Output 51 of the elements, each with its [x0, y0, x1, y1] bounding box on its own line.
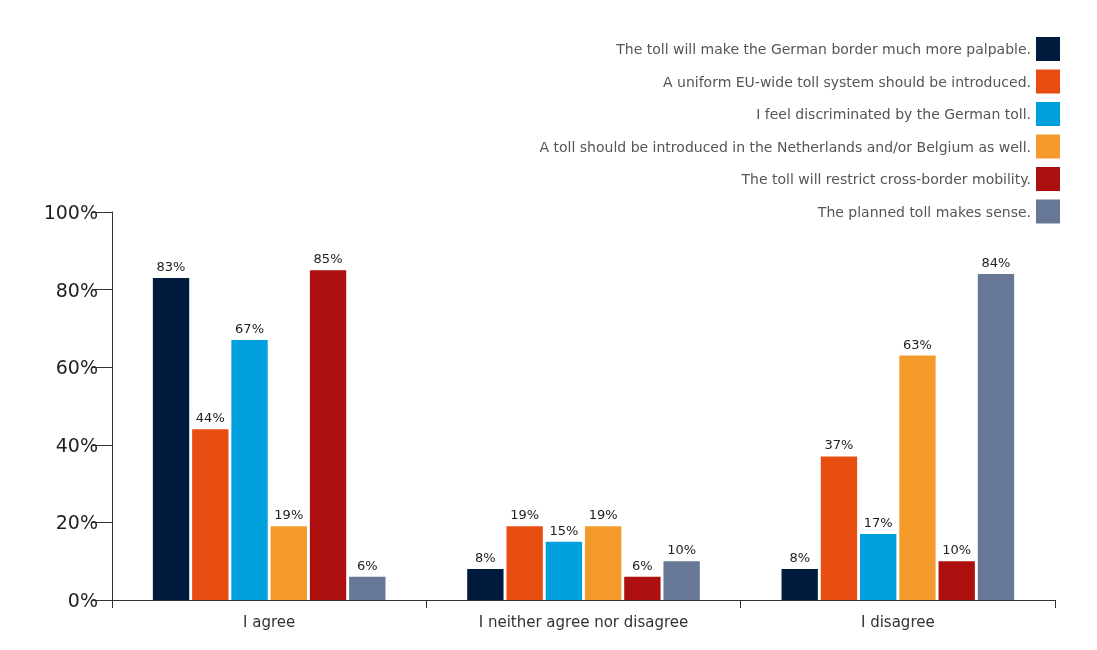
bar — [506, 526, 543, 600]
legend-label: The toll will restrict cross-border mobility. — [740, 171, 1031, 187]
legend-label: I feel discriminated by the German toll. — [756, 106, 1031, 122]
bar — [938, 561, 975, 600]
bar — [663, 561, 700, 600]
bar — [192, 429, 229, 600]
bar — [977, 274, 1015, 600]
legend-label: The toll will make the German border much more palpable. — [615, 41, 1031, 57]
bar — [349, 576, 386, 600]
data-label: 85% — [313, 251, 343, 267]
legend-label: The planned toll makes sense. — [816, 203, 1031, 220]
y-tick-label: 60% — [55, 356, 98, 379]
data-label: 37% — [824, 437, 854, 453]
bar — [309, 270, 347, 600]
data-label: 19% — [588, 507, 618, 523]
bar — [231, 340, 268, 600]
bar — [270, 526, 307, 600]
data-label: 17% — [863, 515, 893, 531]
data-label: 8% — [789, 549, 811, 565]
y-tick-label: 40% — [55, 433, 98, 456]
bar — [467, 568, 504, 600]
bar — [152, 277, 190, 600]
data-label: 83% — [156, 258, 186, 274]
data-label: 6% — [632, 557, 653, 573]
legend-label: A toll should be introduced in the Netherlands and/or Belgium as well. — [539, 138, 1031, 155]
bar — [781, 568, 818, 600]
data-label: 67% — [235, 321, 264, 337]
bar — [899, 355, 936, 600]
x-tick-label: I disagree — [860, 612, 935, 631]
data-label: 19% — [274, 507, 304, 523]
data-label: 15% — [549, 522, 579, 538]
data-label: 6% — [356, 557, 378, 573]
data-label: 84% — [981, 255, 1011, 271]
y-tick-label: 100% — [43, 201, 98, 223]
y-tick-label: 20% — [55, 511, 98, 534]
x-tick-label: I agree — [243, 612, 296, 631]
data-label: 8% — [475, 549, 496, 565]
data-label: 10% — [942, 542, 972, 558]
bar — [860, 534, 897, 600]
x-tick-label: I neither agree nor disagree — [478, 612, 689, 631]
bar — [820, 456, 858, 600]
legend-label: A uniform EU-wide toll system should be introduced. — [663, 73, 1031, 90]
bar — [584, 526, 622, 600]
y-tick-label: 80% — [55, 278, 98, 301]
bar — [545, 541, 583, 600]
y-tick-label: 0% — [67, 589, 98, 611]
bar — [624, 576, 661, 600]
data-label: 10% — [667, 542, 697, 558]
data-label: 44% — [195, 410, 225, 426]
data-label: 19% — [510, 507, 540, 523]
data-label: 63% — [903, 336, 932, 352]
